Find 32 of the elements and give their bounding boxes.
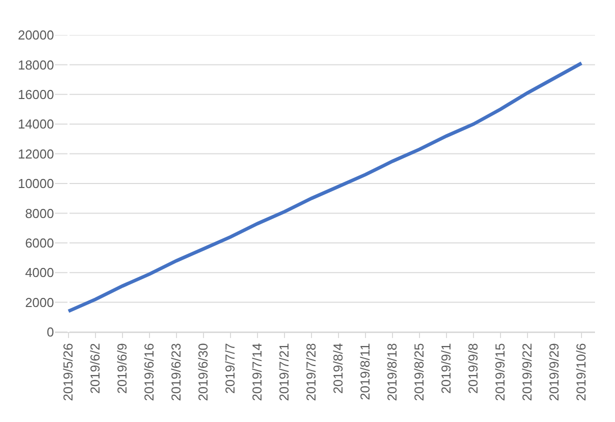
x-tick-label: 2019/9/8	[466, 343, 481, 394]
y-tick-label: 20000	[18, 28, 54, 43]
y-tick-label: 0	[46, 324, 54, 340]
x-tick-label: 2019/9/29	[546, 343, 562, 402]
y-tick-label: 2000	[25, 294, 54, 310]
y-tick-label: 14000	[18, 116, 54, 132]
x-tick-label: 2019/9/22	[520, 343, 535, 402]
x-tick-label: 2019/6/23	[168, 343, 184, 402]
x-tick-label: 2019/7/14	[250, 343, 265, 402]
line-series	[66, 61, 584, 313]
x-tick-label: 2019/6/9	[114, 343, 130, 394]
x-tick-label: 2019/6/16	[142, 343, 157, 402]
x-tick-label: 2019/8/25	[412, 343, 427, 402]
x-tick-label: 2019/6/30	[196, 343, 211, 402]
x-tick-label: 2019/9/15	[492, 343, 508, 402]
x-tick-label: 2019/8/11	[358, 343, 373, 400]
x-tick-label: 2019/6/2	[88, 343, 103, 394]
x-tick-label: 2019/8/18	[384, 343, 400, 402]
y-tick-label: 18000	[18, 57, 54, 72]
x-tick-label: 2019/8/4	[330, 343, 346, 394]
y-tick-label: 12000	[18, 146, 54, 162]
y-tick-label: 4000	[25, 265, 54, 280]
x-tick-label: 2019/7/21	[276, 343, 292, 402]
x-tick-label: 2019/10/6	[574, 343, 589, 402]
y-tick-label: 10000	[18, 176, 54, 192]
x-tick-label: 2019/7/7	[222, 343, 238, 394]
y-tick-label: 6000	[25, 235, 54, 250]
x-tick-label: 2019/9/1	[438, 343, 454, 394]
y-tick-label: 8000	[25, 206, 54, 221]
x-tick-label: 2019/5/26	[60, 343, 76, 402]
y-tick-label: 16000	[18, 86, 54, 102]
x-tick-label: 2019/7/28	[304, 343, 319, 402]
